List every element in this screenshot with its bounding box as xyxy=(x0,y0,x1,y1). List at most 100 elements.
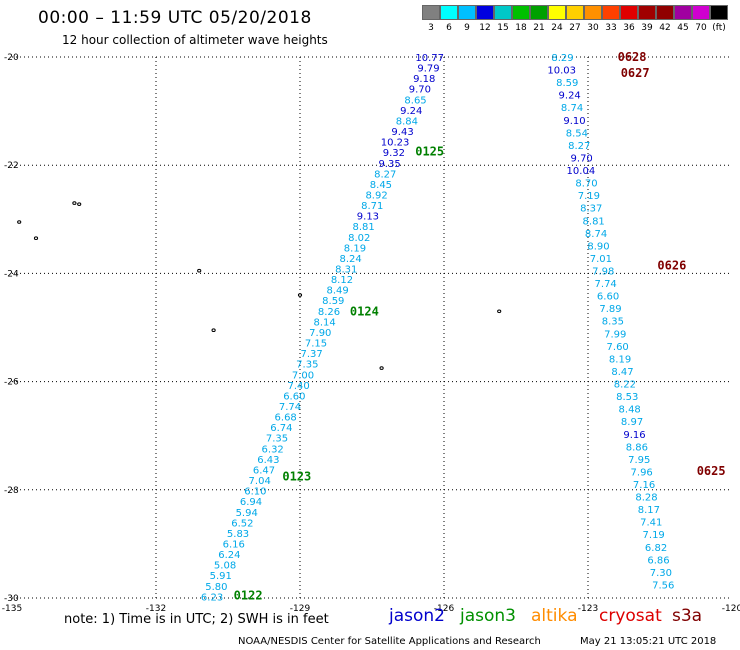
wave-height-value: 5.94 xyxy=(236,508,258,519)
wave-height-value: 8.35 xyxy=(602,317,624,328)
wave-height-value: 5.83 xyxy=(227,529,249,540)
island-outline xyxy=(497,309,502,314)
island-outline xyxy=(211,328,216,333)
scale-swatch xyxy=(440,5,458,20)
pass-label: 0627 xyxy=(621,66,650,80)
wave-height-value: 9.10 xyxy=(563,116,585,127)
wave-height-value: 10.77 xyxy=(415,53,444,64)
wave-height-value: 9.18 xyxy=(413,74,435,85)
wave-height-value: 7.15 xyxy=(305,339,327,350)
island-outline xyxy=(379,366,384,370)
wave-height-value: 8.37 xyxy=(580,204,602,215)
wave-height-value: 8.14 xyxy=(313,317,335,328)
wave-height-value: 8.29 xyxy=(551,53,573,64)
scale-swatch xyxy=(710,5,728,20)
scale-label: 27 xyxy=(569,23,581,33)
pass-label: 0125 xyxy=(415,145,444,159)
wave-height-value: 6.43 xyxy=(257,455,279,466)
latitude-label: -30 xyxy=(4,594,19,604)
wave-height-value: 7.74 xyxy=(279,402,301,413)
scale-label: 36 xyxy=(623,23,635,33)
wave-height-value: 8.19 xyxy=(609,354,631,365)
wave-height-value: 8.92 xyxy=(365,190,387,201)
pass-label: 0626 xyxy=(657,258,686,272)
scale-label: 24 xyxy=(551,23,563,33)
wave-height-value: 8.17 xyxy=(638,505,660,516)
wave-height-value: 8.26 xyxy=(318,307,340,318)
wave-height-value: 8.19 xyxy=(344,243,366,254)
wave-height-value: 8.22 xyxy=(614,380,636,391)
wave-height-value: 7.56 xyxy=(652,580,674,591)
longitude-label: -135 xyxy=(2,604,22,614)
wave-height-value: 10.23 xyxy=(381,138,410,149)
latitude-label: -24 xyxy=(4,269,19,279)
wave-height-value: 7.01 xyxy=(590,254,612,265)
wave-height-value: 8.47 xyxy=(611,367,633,378)
longitude-label: -126 xyxy=(434,604,455,614)
wave-height-value: 8.86 xyxy=(626,442,648,453)
pass-label: 0625 xyxy=(697,464,726,478)
wave-height-value: 7.90 xyxy=(309,328,331,339)
legend-jason2: jason2 xyxy=(389,606,445,626)
wave-height-value: 9.70 xyxy=(409,85,431,96)
wave-height-value: 8.02 xyxy=(348,233,370,244)
island-outline xyxy=(197,268,202,273)
wave-height-value: 9.24 xyxy=(400,106,422,117)
scale-swatch xyxy=(494,5,512,20)
wave-height-value: 6.60 xyxy=(283,391,305,402)
wave-height-value: 7.89 xyxy=(599,304,621,315)
wave-height-value: 7.99 xyxy=(604,329,626,340)
scale-label: 6 xyxy=(446,23,452,33)
wave-height-value: 6.10 xyxy=(244,487,266,498)
scale-label: 33 xyxy=(605,23,617,33)
wave-height-value: 8.45 xyxy=(370,180,392,191)
wave-height-value: 6.82 xyxy=(645,543,667,554)
map-title: 00:00 – 11:59 UTC 05/20/2018 xyxy=(38,8,312,28)
island-outline xyxy=(17,220,22,224)
wave-height-value: 6.32 xyxy=(262,444,284,455)
scale-label: (ft) xyxy=(712,23,726,33)
footer-note: note: 1) Time is in UTC; 2) SWH is in fe… xyxy=(64,612,329,627)
wave-height-value: 9.43 xyxy=(391,127,413,138)
scale-label: 9 xyxy=(464,23,470,33)
wave-height-value: 10.04 xyxy=(567,166,596,177)
wave-height-value: 7.19 xyxy=(643,530,665,541)
wave-height-value: 8.74 xyxy=(561,103,583,114)
wave-height-value: 8.27 xyxy=(568,141,590,152)
wave-height-value: 7.41 xyxy=(640,518,662,529)
wave-height-value: 6.86 xyxy=(647,555,669,566)
longitude-label: -120 xyxy=(722,604,740,614)
wave-height-value: 8.81 xyxy=(352,222,374,233)
wave-height-value: 9.79 xyxy=(417,64,439,75)
wave-height-value: 8.59 xyxy=(556,78,578,89)
wave-height-value: 8.53 xyxy=(616,392,638,403)
wave-height-value: 8.97 xyxy=(621,417,643,428)
wave-height-value: 7.35 xyxy=(296,360,318,371)
wave-height-value: 6.52 xyxy=(231,518,253,529)
wave-height-value: 7.40 xyxy=(288,381,310,392)
legend-altika: altika xyxy=(531,606,578,626)
latitude-label: -28 xyxy=(4,486,19,496)
wave-height-value: 8.49 xyxy=(326,286,348,297)
pass-label: 0123 xyxy=(282,469,311,483)
wave-height-value: 5.91 xyxy=(210,571,232,582)
wave-height-value: 5.08 xyxy=(214,561,236,572)
wave-height-value: 6.16 xyxy=(223,539,245,550)
latitude-label: -26 xyxy=(4,378,19,388)
scale-label: 42 xyxy=(659,23,671,33)
legend-jason3: jason3 xyxy=(460,606,516,626)
pass-label: 0122 xyxy=(234,588,263,602)
wave-height-value: 6.94 xyxy=(240,497,262,508)
wave-height-value: 7.95 xyxy=(628,455,650,466)
scale-swatch xyxy=(638,5,656,20)
wave-height-value: 7.16 xyxy=(633,480,655,491)
scale-swatch xyxy=(602,5,620,20)
scale-label: 70 xyxy=(695,23,707,33)
wave-height-value: 10.03 xyxy=(547,66,576,77)
scale-label: 39 xyxy=(641,23,653,33)
wave-height-value: 7.98 xyxy=(592,267,614,278)
wave-height-value: 9.32 xyxy=(383,148,405,159)
scale-swatch xyxy=(512,5,530,20)
timestamp-text: May 21 13:05:21 UTC 2018 xyxy=(580,636,717,647)
